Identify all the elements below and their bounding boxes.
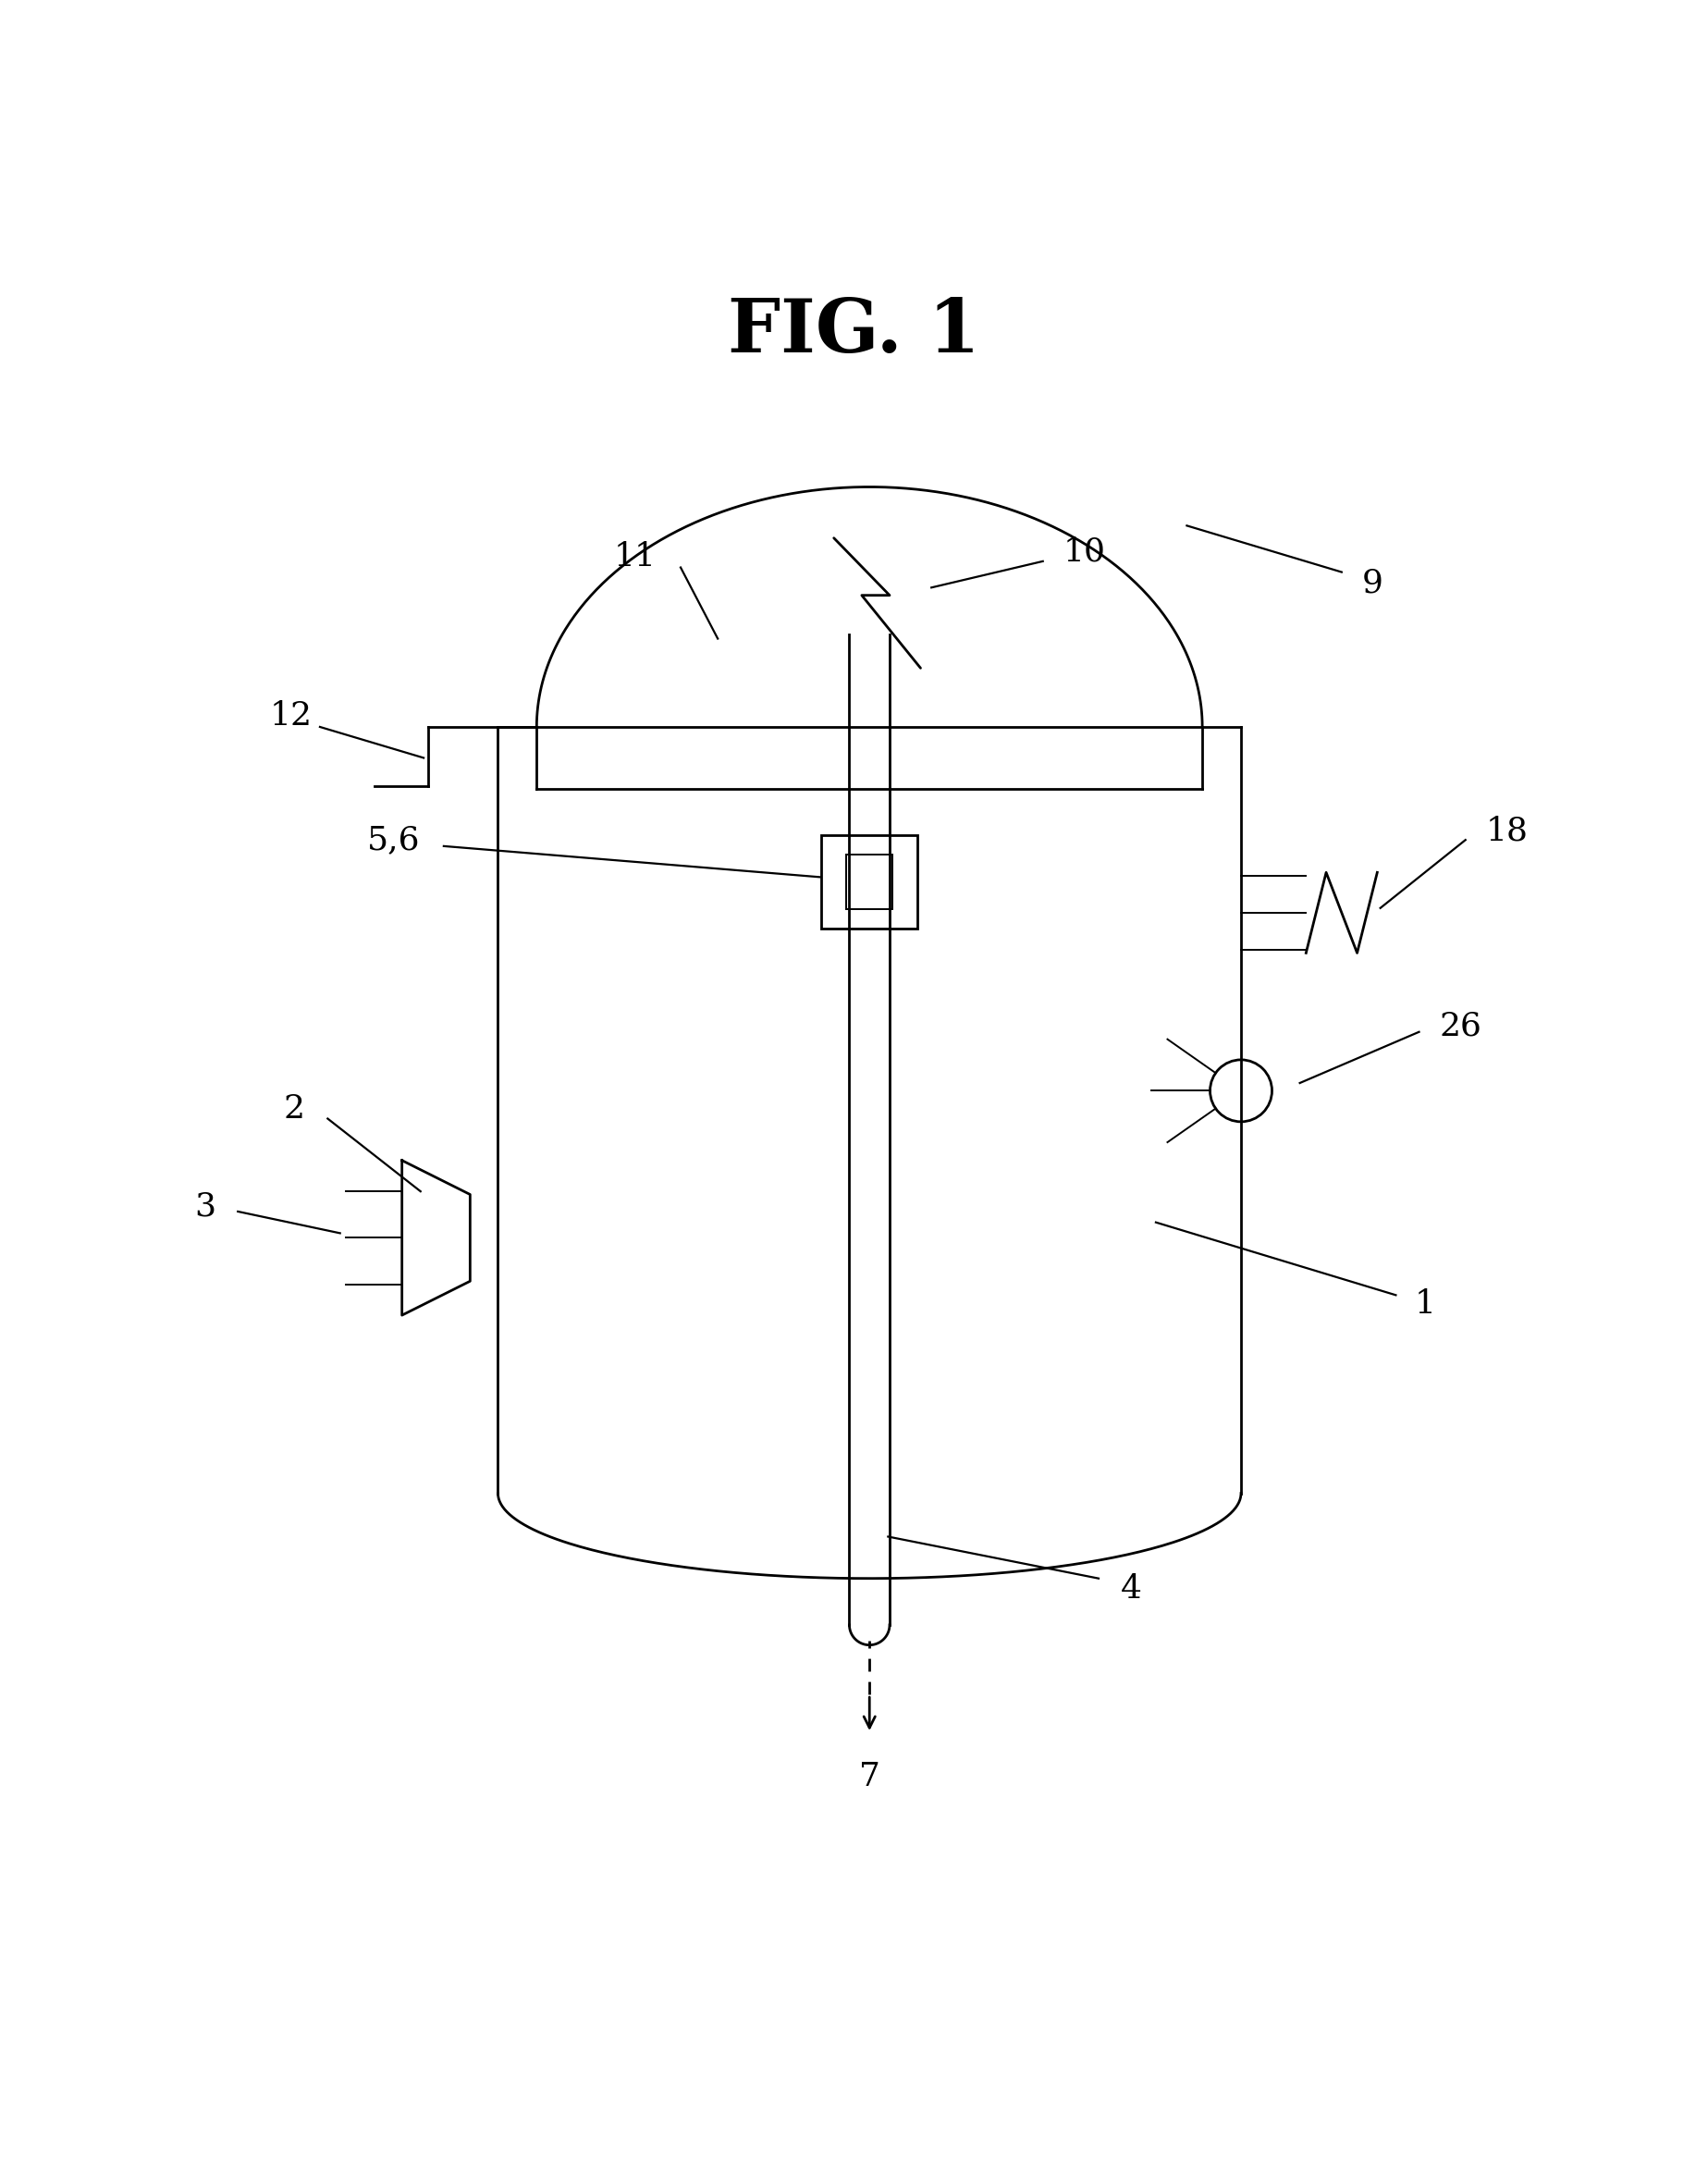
- Text: 26: 26: [1440, 1009, 1481, 1042]
- Text: 18: 18: [1486, 814, 1529, 847]
- Text: 4: 4: [1120, 1573, 1141, 1605]
- Text: 12: 12: [270, 700, 313, 732]
- Bar: [845, 856, 893, 910]
- Text: 5,6: 5,6: [367, 825, 420, 856]
- Text: 2: 2: [284, 1094, 304, 1124]
- Text: 9: 9: [1361, 567, 1383, 598]
- Text: 1: 1: [1414, 1289, 1436, 1319]
- Text: FIG. 1: FIG. 1: [728, 297, 980, 368]
- Text: 7: 7: [859, 1761, 880, 1791]
- Bar: [822, 836, 917, 929]
- Text: 11: 11: [613, 542, 656, 572]
- Text: 3: 3: [195, 1191, 217, 1222]
- Text: 10: 10: [1062, 537, 1105, 567]
